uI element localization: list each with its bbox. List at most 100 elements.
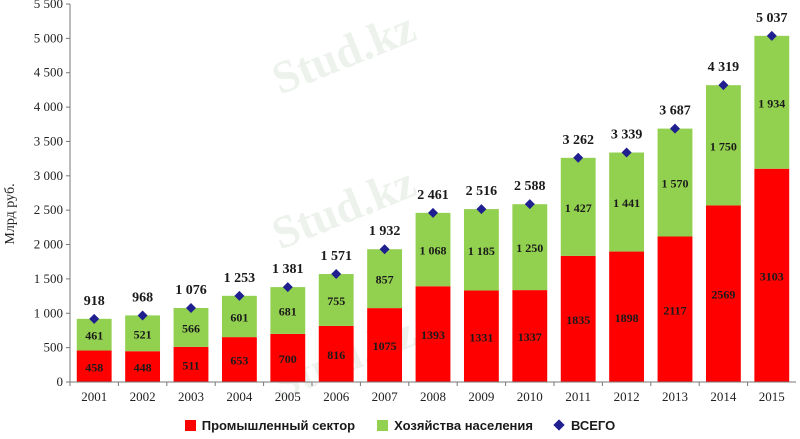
data-label-households: 1 934 xyxy=(758,96,785,110)
data-label-households: 566 xyxy=(182,321,200,335)
y-tick-label: 5 500 xyxy=(34,0,63,11)
x-tick-label: 2007 xyxy=(372,389,399,404)
data-label-total: 968 xyxy=(132,290,153,305)
bar-industry-2005 xyxy=(270,333,306,382)
bar-households-2003 xyxy=(173,307,209,347)
data-label-industry: 2117 xyxy=(663,303,686,317)
data-label-households: 1 250 xyxy=(516,241,543,255)
data-label-industry: 1898 xyxy=(615,311,639,325)
bar-industry-2014 xyxy=(705,205,741,382)
bar-households-2015 xyxy=(754,35,790,169)
data-label-households: 755 xyxy=(327,294,345,308)
bar-households-2001 xyxy=(76,318,112,351)
data-label-industry: 1393 xyxy=(421,328,445,342)
data-label-total: 4 319 xyxy=(708,60,740,75)
bar-households-2013 xyxy=(657,128,693,237)
legend-diamond-icon xyxy=(553,419,565,431)
bar-households-2002 xyxy=(125,315,161,352)
x-tick-label: 2006 xyxy=(323,389,350,404)
bar-households-2008 xyxy=(415,212,451,287)
bar-industry-2008 xyxy=(415,286,451,382)
bar-industry-2012 xyxy=(609,251,645,382)
x-tick-label: 2005 xyxy=(275,389,301,404)
data-label-industry: 1835 xyxy=(566,313,590,327)
total-marker-2004 xyxy=(234,290,245,301)
x-tick-label: 2002 xyxy=(130,389,156,404)
total-marker-2002 xyxy=(137,310,148,321)
bar-industry-2015 xyxy=(754,168,790,382)
data-label-industry: 653 xyxy=(230,354,248,368)
x-tick-label: 2009 xyxy=(468,389,494,404)
data-label-total: 1 381 xyxy=(272,262,304,277)
data-label-total: 918 xyxy=(84,294,105,309)
legend-item-total: ВСЕГО xyxy=(553,417,616,433)
legend-label-total: ВСЕГО xyxy=(570,417,616,433)
total-marker-2008 xyxy=(428,207,438,218)
y-tick-label: 1 000 xyxy=(34,305,63,320)
x-tick-label: 2011 xyxy=(565,389,591,404)
x-tick-label: 2015 xyxy=(759,389,785,404)
data-label-households: 1 441 xyxy=(613,196,640,210)
total-marker-2009 xyxy=(476,204,487,215)
bar-industry-2004 xyxy=(221,337,257,382)
data-label-households: 681 xyxy=(279,304,297,318)
data-label-total: 1 932 xyxy=(369,224,401,239)
data-labels: 458 461 918 448 521 968 511 566 1 076 653 601 1 253… xyxy=(84,11,788,375)
watermark-text: Stud.kz xyxy=(265,156,423,259)
data-label-industry: 816 xyxy=(327,348,345,362)
total-marker-2012 xyxy=(621,147,632,158)
bar-industry-2013 xyxy=(657,236,693,382)
data-label-industry: 2569 xyxy=(711,288,735,302)
bar-industry-2001 xyxy=(76,350,112,382)
legend-item-industry: Промышленный сектор xyxy=(184,418,355,433)
legend-item-households: Хозяйства населения xyxy=(377,418,533,433)
data-label-households: 857 xyxy=(376,273,394,287)
x-tick-label: 2004 xyxy=(226,389,253,404)
x-tick-label: 2014 xyxy=(710,389,737,404)
total-marker-2013 xyxy=(670,123,680,134)
total-marker-2003 xyxy=(186,303,196,314)
data-label-households: 1 427 xyxy=(565,201,592,215)
data-label-total: 3 339 xyxy=(611,128,643,143)
legend-swatch-industry xyxy=(184,419,196,431)
y-tick-label: 0 xyxy=(57,374,64,389)
data-label-industry: 1331 xyxy=(469,330,493,344)
data-label-total: 3 687 xyxy=(659,104,691,119)
data-label-households: 1 068 xyxy=(420,244,447,258)
total-marker-2010 xyxy=(524,199,535,210)
x-tick-label: 2013 xyxy=(662,389,688,404)
data-label-total: 2 588 xyxy=(514,179,546,194)
x-tick-label: 2001 xyxy=(81,389,107,404)
data-label-total: 5 037 xyxy=(756,11,788,26)
y-tick-label: 5 000 xyxy=(34,30,63,45)
bar-households-2010 xyxy=(512,204,548,291)
legend-swatch-households xyxy=(377,419,389,431)
bar-industry-2007 xyxy=(367,308,403,382)
data-label-industry: 448 xyxy=(134,361,152,375)
y-tick-label: 1 500 xyxy=(34,271,63,286)
y-tick-label: 3 000 xyxy=(34,168,63,183)
data-label-industry: 1075 xyxy=(373,339,397,353)
data-label-industry: 458 xyxy=(85,360,103,374)
y-axis: 0 500 1 000 1 500 2 000 2 500 3 000 3 500 4 000 4… xyxy=(34,0,71,389)
total-marker-2015 xyxy=(766,30,777,41)
bar-households-2006 xyxy=(318,274,354,326)
bar-households-2012 xyxy=(609,152,645,252)
bar-industry-2011 xyxy=(560,255,596,382)
total-marker-2001 xyxy=(89,313,100,324)
data-label-households: 601 xyxy=(230,310,248,324)
bar-households-2004 xyxy=(221,295,257,338)
x-axis: 2001 2002 2003 2004 2005 2006 2007 2008 2009 2010… xyxy=(69,381,796,404)
data-label-total: 2 516 xyxy=(466,184,498,199)
x-tick-label: 2012 xyxy=(614,389,640,404)
total-marker-2011 xyxy=(573,152,584,163)
y-tick-label: 4 000 xyxy=(34,99,63,114)
data-label-households: 1 750 xyxy=(710,139,737,153)
bar-industry-2002 xyxy=(125,351,161,382)
watermark-text: Stud.kz xyxy=(265,1,423,104)
data-label-total: 2 461 xyxy=(417,188,449,203)
y-tick-label: 500 xyxy=(44,340,64,355)
total-marker-2014 xyxy=(718,80,729,91)
y-tick-label: 2 000 xyxy=(34,237,63,252)
data-label-industry: 700 xyxy=(279,352,297,366)
